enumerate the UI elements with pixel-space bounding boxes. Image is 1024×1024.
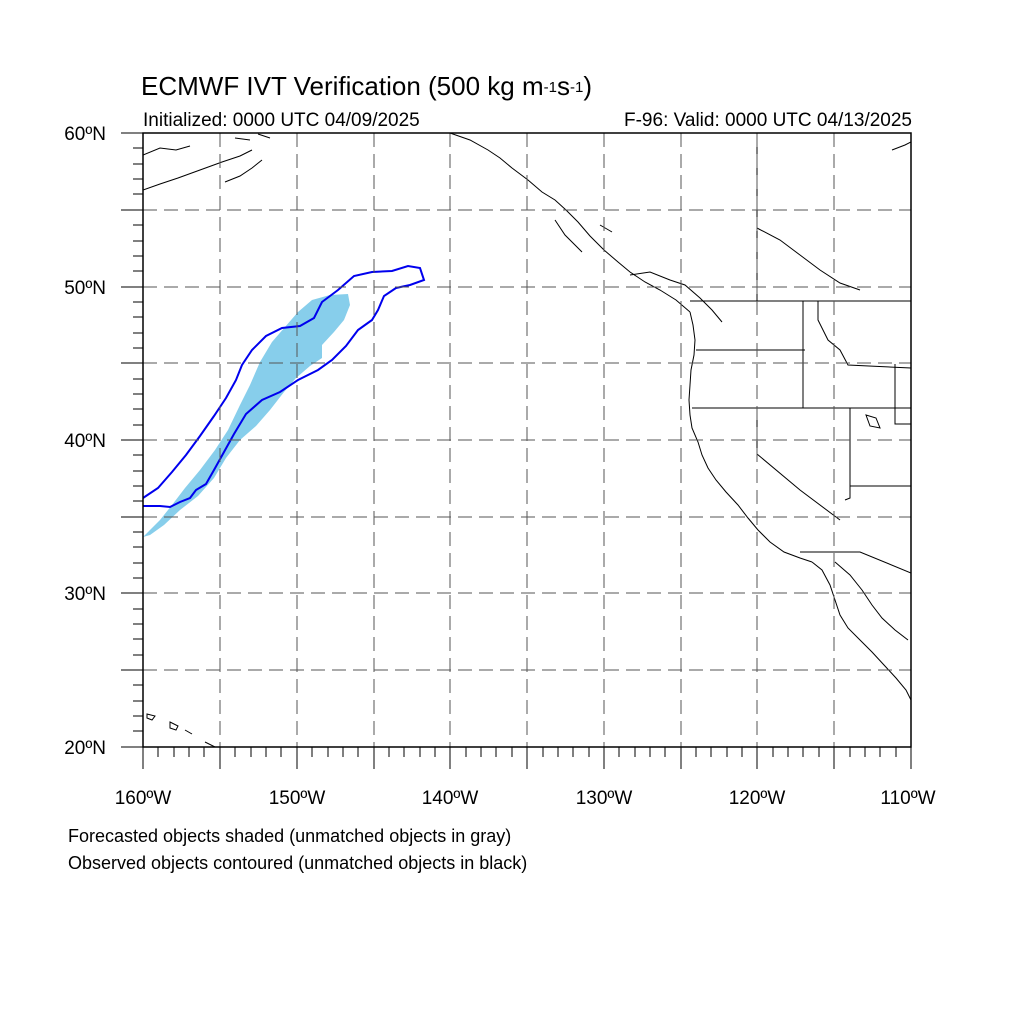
lat-label-40n: 40ºN <box>64 431 106 452</box>
axis-ticks <box>121 132 912 769</box>
init-time-label: Initialized: 0000 UTC 04/09/2025 <box>143 110 420 131</box>
lat-label-30n: 30ºN <box>64 584 106 605</box>
lon-label-120w: 120ºW <box>729 788 786 809</box>
forecast-object <box>143 294 350 537</box>
valid-time-label: F-96: Valid: 0000 UTC 04/13/2025 <box>624 110 912 131</box>
lat-label-20n: 20ºN <box>64 738 106 759</box>
forecast-legend-note: Forecasted objects shaded (unmatched obj… <box>68 826 512 846</box>
map-title: ECMWF IVT Verification (500 kg m-1s-1) <box>141 71 592 101</box>
lon-label-160w: 160ºW <box>115 788 172 809</box>
lat-label-60n: 60ºN <box>64 124 106 145</box>
lon-label-140w: 140ºW <box>422 788 479 809</box>
lon-label-130w: 130ºW <box>576 788 633 809</box>
lon-label-150w: 150ºW <box>269 788 326 809</box>
observed-object <box>143 264 426 509</box>
lat-label-50n: 50ºN <box>64 278 106 299</box>
observed-legend-note: Observed objects contoured (unmatched ob… <box>68 853 528 873</box>
lon-label-110w: 110ºW <box>880 788 935 809</box>
graticule <box>143 133 911 747</box>
